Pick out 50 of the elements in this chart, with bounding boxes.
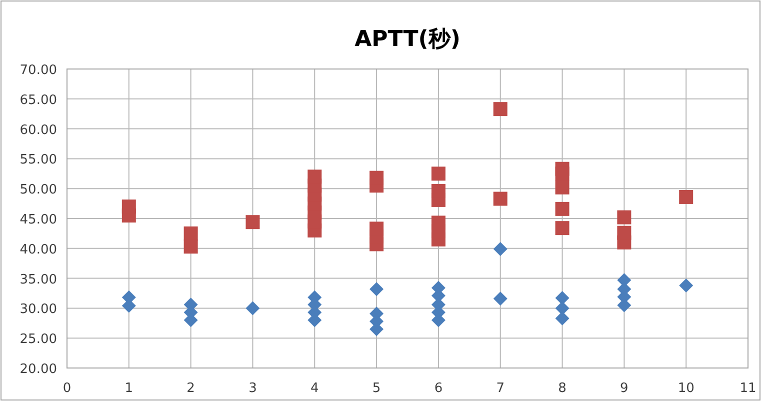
point (679, 190, 694, 204)
point (493, 242, 508, 256)
x-tick-label: 7 (496, 381, 505, 396)
y-tick-label: 25.00 (20, 332, 57, 348)
x-tick-label: 4 (310, 381, 319, 396)
y-tick-label: 65.00 (20, 92, 57, 108)
point (617, 226, 632, 240)
point (184, 226, 198, 240)
point (493, 192, 508, 206)
x-tick-label: 2 (186, 381, 195, 396)
x-tick-label: 9 (620, 381, 628, 396)
point (555, 202, 570, 216)
point (555, 311, 570, 326)
y-tick-label: 40.00 (20, 242, 57, 258)
point (555, 301, 570, 316)
y-tick-label: 55.00 (20, 152, 57, 168)
point (617, 210, 632, 224)
point (246, 301, 260, 316)
point (431, 216, 446, 230)
x-tick-label: 10 (678, 381, 694, 396)
x-tick-label: 3 (248, 381, 257, 396)
y-tick-label: 20.00 (20, 362, 57, 377)
point (370, 282, 384, 296)
point (555, 291, 570, 306)
x-tick-label: 11 (740, 381, 756, 396)
y-tick-label: 30.00 (20, 302, 57, 318)
x-tick-label: 6 (434, 381, 443, 396)
chart-title: APTT(秒) (354, 27, 460, 52)
y-tick-label: 45.00 (20, 212, 57, 228)
point (555, 221, 570, 236)
point (493, 292, 508, 306)
point (370, 170, 384, 185)
point (122, 200, 136, 214)
point (246, 215, 260, 230)
point (431, 166, 446, 181)
point (431, 184, 446, 198)
x-tick-label: 1 (124, 381, 134, 396)
y-tick-label: 70.00 (20, 63, 57, 78)
point (555, 180, 570, 194)
x-tick-label: 0 (62, 381, 72, 396)
y-tick-label: 50.00 (20, 182, 57, 198)
x-tick-label: 5 (372, 381, 381, 396)
x-tick-label: 8 (558, 381, 566, 396)
point (184, 240, 198, 254)
y-tick-label: 60.00 (20, 122, 57, 138)
point (493, 102, 508, 116)
point (308, 170, 322, 184)
point (370, 222, 384, 236)
point (679, 278, 694, 292)
y-tick-label: 35.00 (20, 272, 57, 288)
